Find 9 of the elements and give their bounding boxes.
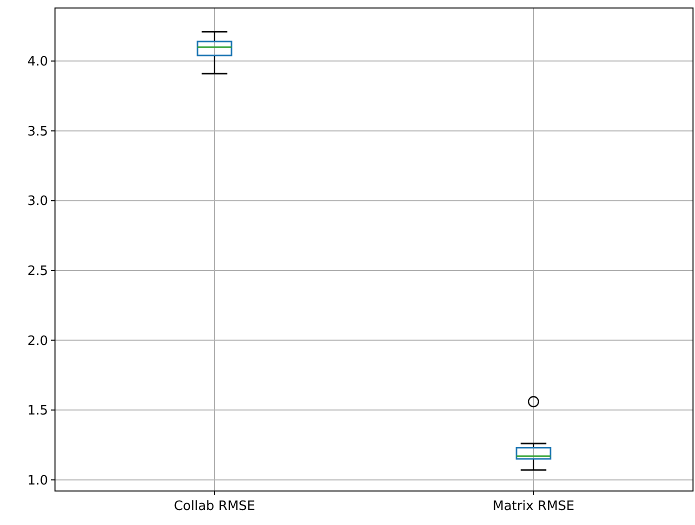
y-tick-label: 1.0 <box>27 473 48 488</box>
y-tick-label: 2.5 <box>27 264 48 279</box>
y-tick-label: 2.0 <box>27 334 48 349</box>
x-tick-label: Collab RMSE <box>174 499 256 514</box>
y-tick-label: 3.0 <box>27 194 48 210</box>
x-tick-label: Matrix RMSE <box>492 499 574 514</box>
y-tick-label: 3.5 <box>27 124 48 140</box>
y-tick-label: 1.5 <box>27 404 48 419</box>
y-tick-label: 4.0 <box>27 54 48 70</box>
